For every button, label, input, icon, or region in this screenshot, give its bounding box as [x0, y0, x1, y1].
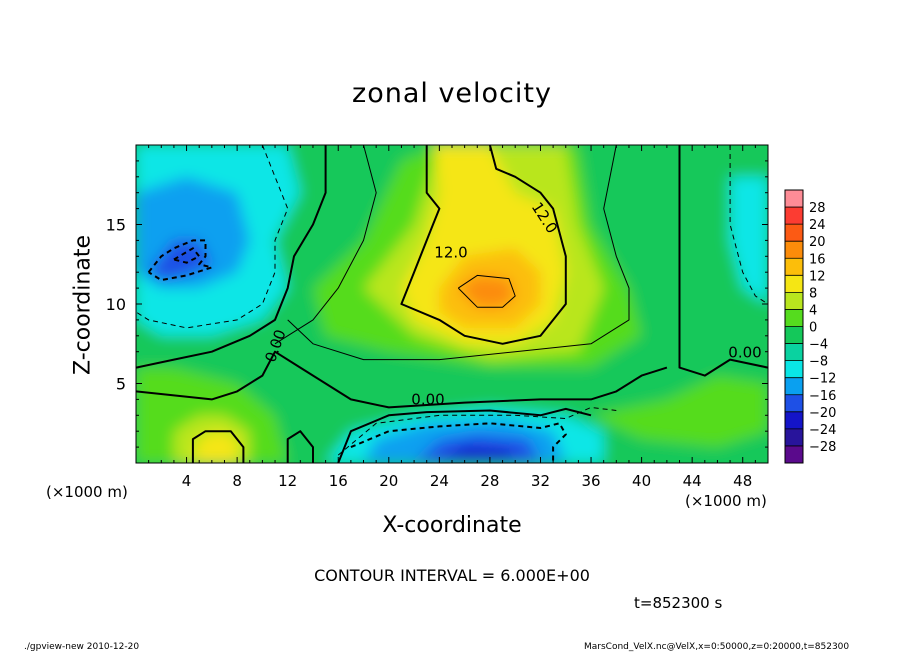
colorbar-swatch — [785, 377, 803, 396]
colorbar-swatch — [785, 241, 803, 259]
colorbar-swatch — [785, 411, 803, 430]
colorbar-swatch — [785, 309, 803, 327]
x-tick-label: 48 — [733, 472, 752, 490]
colorbar-swatch — [785, 343, 803, 362]
contour-label: 0.00 — [411, 391, 444, 409]
contour-line — [191, 430, 245, 463]
y-tick-label: 15 — [106, 216, 126, 235]
contour-interval-text: CONTOUR INTERVAL = 6.000E+00 — [314, 566, 590, 585]
colorbar-tick-label: −24 — [809, 423, 836, 438]
contour-line — [337, 407, 592, 463]
field-region — [591, 375, 768, 448]
colorbar-swatch — [785, 360, 803, 379]
footer-right: MarsCond_VelX.nc@VelX,x=0:50000,z=0:2000… — [584, 642, 850, 652]
x-tick-label: 20 — [379, 472, 398, 490]
colorbar-tick-label: −16 — [809, 389, 836, 404]
contour-line — [678, 145, 768, 377]
x-tick-label: 36 — [581, 472, 600, 490]
contour-lines — [136, 145, 768, 463]
contour-label: 0.00 — [728, 344, 761, 362]
contour-label: 12.0 — [434, 244, 467, 262]
x-axis: 4 8 12 16 20 24 28 32 36 40 44 48 — [148, 145, 769, 490]
contour-line — [287, 145, 630, 361]
field-region — [730, 176, 768, 304]
x-tick-label: 28 — [480, 472, 499, 490]
colorbar-swatch — [785, 207, 803, 225]
contour-line — [136, 145, 327, 369]
colorbar-swatch — [785, 326, 803, 345]
x-axis-label: X-coordinate — [382, 513, 522, 538]
x-unit-label-left: (×1000 m) — [46, 483, 128, 501]
colorbar-tick-label: −8 — [809, 355, 828, 370]
colorbar-tick-label: 16 — [809, 252, 826, 267]
colorbar-swatch — [785, 428, 803, 447]
colorbar-tick-label: −20 — [809, 406, 836, 421]
x-tick-label: 16 — [329, 472, 348, 490]
y-axis: 5 10 15 — [106, 160, 768, 448]
contour-line — [350, 422, 567, 463]
colorbar-tick-label: 20 — [809, 235, 826, 250]
x-tick-label: 40 — [632, 472, 651, 490]
colorbar-tick-label: −4 — [809, 338, 828, 353]
colorbar-tick-label: −28 — [809, 440, 836, 455]
chart-title: zonal velocity — [352, 78, 552, 109]
field-region — [458, 275, 516, 308]
colorbar-swatch — [785, 190, 803, 208]
colorbar-tick-label: 4 — [809, 303, 817, 318]
time-text: t=852300 s — [634, 594, 723, 612]
contour-line — [147, 239, 213, 282]
colorbar-swatch — [785, 292, 803, 310]
x-tick-label: 4 — [182, 472, 192, 490]
x-tick-label: 24 — [430, 472, 449, 490]
contour-line — [729, 145, 768, 305]
field-region — [192, 431, 238, 463]
colorbar-tick-label: 12 — [809, 269, 826, 284]
colorbar-swatch — [785, 394, 803, 413]
colorbar-swatch — [785, 258, 803, 276]
colorbar-swatch — [785, 275, 803, 293]
colorbar-tick-label: 0 — [809, 321, 817, 336]
field-region — [439, 447, 516, 463]
colorbar: 28 24 20 16 12 8 4 0 −4 −8 −12 −16 −20 −24 −28 — [784, 189, 836, 464]
x-tick-label: 32 — [531, 472, 550, 490]
contour-line — [337, 406, 617, 456]
x-tick-label: 44 — [683, 472, 702, 490]
field-smooth — [136, 145, 768, 463]
colorbar-tick-label: 8 — [809, 286, 817, 301]
contour-line — [286, 430, 314, 463]
y-tick-label: 5 — [116, 375, 126, 394]
footer-left: ./gpview-new 2010-12-20 — [24, 642, 140, 652]
colorbar-swatch — [785, 445, 803, 464]
velocity-field — [136, 145, 768, 463]
x-unit-label-right: (×1000 m) — [685, 492, 767, 510]
x-tick-label: 8 — [232, 472, 242, 490]
contour-line — [136, 350, 668, 409]
colorbar-tick-label: 28 — [809, 201, 826, 216]
x-tick-label: 12 — [278, 472, 297, 490]
contour-line — [400, 145, 567, 345]
y-tick-label: 10 — [106, 295, 126, 314]
field-region — [148, 240, 212, 281]
contour-line — [274, 145, 377, 345]
colorbar-swatch — [785, 224, 803, 242]
colorbar-tick-label: −12 — [809, 372, 836, 387]
colorbar-tick-label: 24 — [809, 218, 826, 233]
contour-line — [457, 274, 516, 308]
